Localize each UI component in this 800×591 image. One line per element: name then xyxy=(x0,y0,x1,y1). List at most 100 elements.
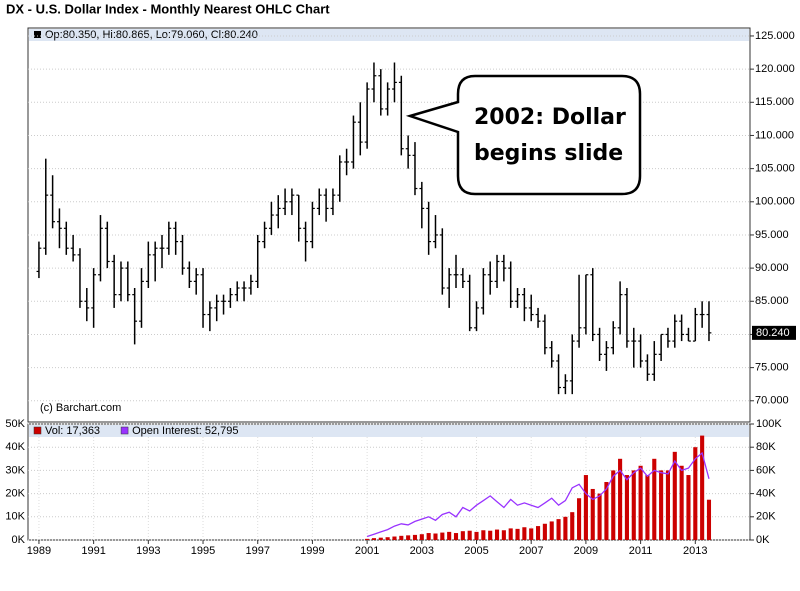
callout xyxy=(405,74,642,196)
y2-tick-label: 0K xyxy=(756,534,770,546)
last-price-label: 80.240 xyxy=(756,327,790,339)
y-tick-label: 115.000 xyxy=(755,96,794,108)
volume-bar xyxy=(693,447,698,540)
volume-bar xyxy=(488,530,493,540)
volume-bar xyxy=(556,519,561,540)
volume-bar xyxy=(549,521,554,540)
volume-bar xyxy=(700,435,705,540)
x-tick-label: 2011 xyxy=(629,545,653,557)
x-tick-label: 2001 xyxy=(355,545,379,557)
volume-bar xyxy=(460,531,465,540)
y-tick-label: 85.000 xyxy=(755,295,789,307)
price-frame xyxy=(27,27,751,423)
source: (c) Barchart.com xyxy=(40,402,121,414)
y2-tick-label: 40K xyxy=(756,488,776,500)
y-tick-label: 90.000 xyxy=(755,262,789,274)
volume-bar xyxy=(412,534,418,540)
volume-bar xyxy=(467,530,472,540)
last-price-box xyxy=(752,325,796,340)
x-tick-label: 1999 xyxy=(300,545,324,557)
legend-strip xyxy=(29,29,749,41)
x-tick-label: 1991 xyxy=(81,545,105,557)
open-interest-line xyxy=(366,451,710,538)
x-tick-label: 2007 xyxy=(519,545,543,557)
plots: 70.00075.00080.00085.00090.00095.000100.… xyxy=(5,30,796,557)
volume-bar xyxy=(406,535,411,540)
legend-strip xyxy=(29,425,749,437)
volume-bar xyxy=(577,498,582,540)
volume-bar xyxy=(672,451,677,540)
y2-tick-label: 80K xyxy=(756,441,776,453)
volume-bar xyxy=(604,482,609,540)
volume-bar xyxy=(494,529,500,540)
volume-bar xyxy=(645,475,650,540)
y-tick-label: 95.000 xyxy=(755,229,789,241)
y-tick-label: 20K xyxy=(5,488,25,500)
volume-bar xyxy=(570,512,575,540)
y-tick-label: 75.000 xyxy=(755,362,789,374)
volume-bar xyxy=(706,499,712,540)
legend-label: Vol: 17,363 xyxy=(45,425,100,437)
volume-bar xyxy=(597,493,602,540)
volume-bar xyxy=(590,488,595,540)
volume-bar xyxy=(659,470,664,540)
y-tick-label: 40K xyxy=(5,441,25,453)
volume-bar xyxy=(481,530,486,540)
volume-bar xyxy=(515,528,520,540)
legend-swatch xyxy=(33,426,42,435)
volume-bar xyxy=(440,532,445,540)
y-tick-label: 120.000 xyxy=(755,63,795,75)
volume-bar xyxy=(652,458,657,540)
volume-bar xyxy=(453,533,459,540)
volume-bar xyxy=(371,538,377,540)
volume-bar xyxy=(474,531,479,540)
ohlc-legend: Op:80.350, Hi:80.865, Lo:79.060, Cl:80.2… xyxy=(45,29,258,41)
legend-swatch xyxy=(34,31,41,38)
x-tick-label: 1989 xyxy=(27,545,51,557)
volume-bar xyxy=(508,528,513,540)
y-tick-label: 100.000 xyxy=(755,196,795,208)
volume-bar xyxy=(501,530,506,540)
y-tick-label: 30K xyxy=(5,464,25,476)
volume-bar xyxy=(392,536,397,540)
x-tick-label: 1997 xyxy=(245,545,269,557)
volume-bar xyxy=(583,475,588,540)
legend-swatch xyxy=(120,426,129,435)
x-tick-label: 2003 xyxy=(410,545,434,557)
y-tick-label: 10K xyxy=(5,511,25,523)
volume-bar xyxy=(399,535,404,540)
y-tick-label: 0K xyxy=(12,534,26,546)
volume-bar xyxy=(563,516,568,540)
volume-bar xyxy=(542,523,547,540)
x-tick-label: 2009 xyxy=(574,545,598,557)
volume-bar xyxy=(665,470,671,540)
volume-bar xyxy=(631,470,636,540)
chart-title: DX - U.S. Dollar Index - Monthly Nearest… xyxy=(6,1,330,16)
volume-bar xyxy=(624,475,629,540)
y-tick-label: 105.000 xyxy=(755,163,795,175)
x-tick-label: 2005 xyxy=(464,545,488,557)
volume-bar xyxy=(433,533,438,540)
y2-tick-label: 100K xyxy=(756,418,782,430)
volume-bar xyxy=(522,527,527,540)
x-tick-label: 1995 xyxy=(191,545,215,557)
y-tick-label: 50K xyxy=(5,418,25,430)
volume-bar xyxy=(679,465,684,540)
volume-bar xyxy=(365,538,370,540)
y-tick-label: 70.000 xyxy=(755,395,789,407)
volume-bar xyxy=(385,537,390,540)
volume-bar xyxy=(638,465,643,540)
volume-bar xyxy=(419,534,424,540)
volume-bar xyxy=(426,533,431,540)
volume-bar xyxy=(535,526,541,540)
y2-tick-label: 60K xyxy=(756,464,776,476)
y-tick-label: 110.000 xyxy=(755,129,794,141)
volume-bar xyxy=(529,528,534,540)
volume-bar xyxy=(686,475,691,540)
y-tick-label: 125.000 xyxy=(755,30,795,42)
volume-bar xyxy=(618,458,623,540)
x-tick-label: 1993 xyxy=(136,545,160,557)
legend-label: Open Interest: 52,795 xyxy=(132,425,238,437)
